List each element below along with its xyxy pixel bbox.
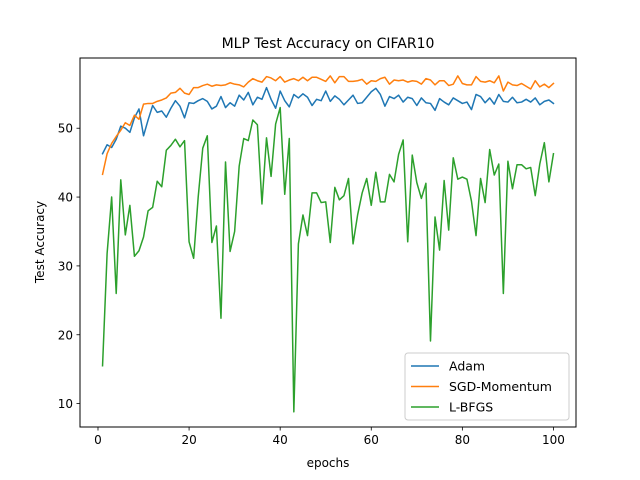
legend-label-1: SGD-Momentum xyxy=(449,379,552,394)
chart-title: MLP Test Accuracy on CIFAR10 xyxy=(222,36,435,52)
y-tick-label: 40 xyxy=(58,191,73,205)
y-axis-label: Test Accuracy xyxy=(33,201,47,284)
x-tick-label: 60 xyxy=(364,433,379,447)
legend-box xyxy=(404,352,570,421)
series-line-0 xyxy=(101,86,555,155)
x-tick-label: 20 xyxy=(181,433,196,447)
y-tick-label: 50 xyxy=(58,122,73,136)
x-axis: 0 20 40 60 80 100 xyxy=(94,427,565,447)
x-tick-label: 80 xyxy=(455,433,470,447)
legend: Adam SGD-Momentum L-BFGS xyxy=(404,352,570,421)
y-tick-label: 20 xyxy=(58,328,73,342)
series-line-1 xyxy=(101,75,555,176)
y-tick-label: 10 xyxy=(58,397,73,411)
plot-frame xyxy=(79,57,577,428)
x-tick-label: 40 xyxy=(273,433,288,447)
x-tick-label: 100 xyxy=(542,433,565,447)
series-layer xyxy=(101,75,555,413)
legend-label-2: L-BFGS xyxy=(449,400,493,415)
y-tick-label: 30 xyxy=(58,259,73,273)
legend-label-0: Adam xyxy=(449,359,485,374)
x-axis-label: epochs xyxy=(307,456,350,470)
series-line-2 xyxy=(101,106,555,413)
y-axis: 10 20 30 40 50 xyxy=(58,122,80,411)
x-tick-label: 0 xyxy=(94,433,102,447)
